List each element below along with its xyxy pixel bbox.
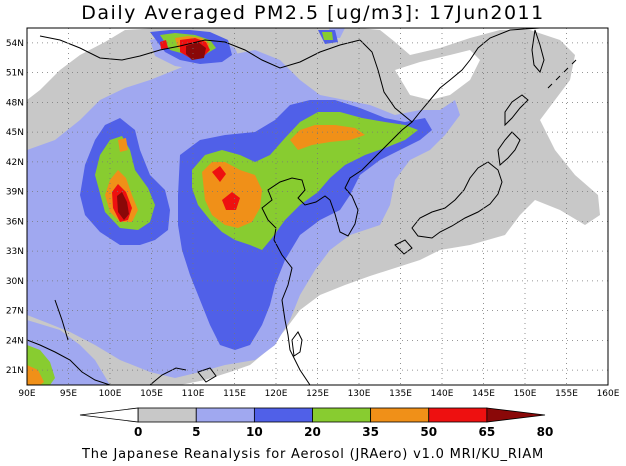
colorbar-swatch [370,407,430,423]
colorbar-threshold-label: 5 [192,425,200,439]
lon-tick-label: 120E [265,389,288,399]
colorbar-swatch [486,407,546,423]
colorbar: 0 5 10 20 35 50 65 80 [79,407,554,439]
gridlines [27,28,608,385]
colorbar-threshold-label: 10 [246,425,263,439]
colorbar-swatch [79,407,139,423]
lon-tick-label: 100E [99,389,122,399]
map-frame [26,27,609,386]
lon-tick-label: 95E [60,389,77,399]
colorbar-threshold-label: 65 [479,425,496,439]
colorbar-swatch [195,407,255,423]
colorbar-threshold-label: 50 [420,425,437,439]
lon-tick-label: 130E [348,389,371,399]
lon-tick-label: 160E [597,389,620,399]
lat-tick-label: 36N [6,217,24,227]
lon-tick-label: 105E [140,389,163,399]
lon-tick-label: 145E [472,389,495,399]
lon-tick-label: 140E [431,389,454,399]
lat-tick-label: 45N [6,128,24,138]
lon-tick-label: 90E [18,389,35,399]
colorbar-swatch [137,407,197,423]
colorbar-swatch [253,407,313,423]
lat-tick-label: 39N [6,188,24,198]
lon-tick-label: 150E [514,389,537,399]
pm25-shading [27,28,608,385]
lat-tick-label: 27N [6,307,24,317]
lat-tick-label: 54N [6,39,24,49]
pm25-over-80-area [117,192,129,220]
lon-tick-label: 135E [389,389,412,399]
colorbar-threshold-label: 35 [362,425,379,439]
figure-footer: The Japanese Reanalysis for Aerosol (JRA… [81,447,545,462]
lat-tick-label: 24N [6,336,24,346]
lon-tick-label: 125E [306,389,329,399]
lat-tick-label: 33N [6,247,24,257]
lat-tick-label: 30N [6,277,24,287]
figure-title: Daily Averaged PM2.5 [ug/m3]: 17Jun2011 [81,2,545,24]
colorbar-threshold-label: 20 [304,425,321,439]
lon-tick-label: 155E [555,389,578,399]
latitude-labels: 54N 51N 48N 45N 42N 39N 36N 33N 30N 27N 24N 21N [6,39,24,376]
lat-tick-label: 21N [6,366,24,376]
coastlines [27,28,577,385]
colorbar-swatch [428,407,488,423]
lat-tick-label: 48N [6,98,24,108]
colorbar-swatch [312,407,372,423]
lat-tick-label: 42N [6,158,24,168]
colorbar-threshold-label: 0 [134,425,142,439]
lon-tick-label: 110E [182,389,205,399]
colorbar-threshold-label: 80 [537,425,554,439]
longitude-labels: 90E 95E 100E 105E 110E 115E 120E 125E 130E 135E 14… [18,389,619,399]
lon-tick-label: 115E [223,389,246,399]
lat-tick-label: 51N [6,69,24,79]
